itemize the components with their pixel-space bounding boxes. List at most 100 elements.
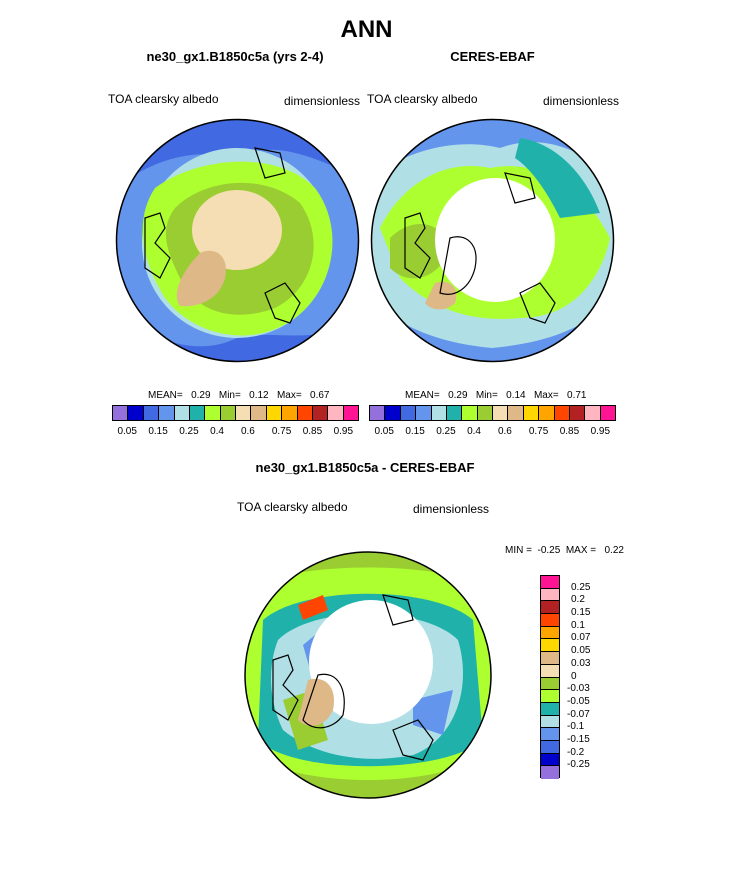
colorbar-swatch: [236, 406, 252, 420]
colorbar-swatch: [539, 406, 555, 420]
panel1-greenland: [176, 250, 226, 307]
colorbar-tick-label: 0: [571, 670, 577, 682]
colorbar-tick-label: 0.1: [571, 619, 585, 631]
colorbar-swatch: [493, 406, 509, 420]
panel3-title: ne30_gx1.B1850c5a - CERES-EBAF: [255, 460, 475, 475]
colorbar-swatch: [312, 406, 329, 420]
panel3-variable-label: TOA clearsky albedo: [237, 500, 348, 514]
colorbar-swatch: [541, 639, 559, 653]
colorbar-tick-label: 0.05: [571, 645, 591, 657]
panel1-colorbar-ticks: 0.05 0.15 0.25 0.4 0.6 0.75 0.85 0.95: [112, 426, 359, 440]
colorbar-swatch: [541, 652, 559, 665]
colorbar-tick-label: -0.15: [567, 733, 590, 745]
panel1-units-label: dimensionless: [284, 94, 361, 108]
colorbar-swatch: [541, 626, 559, 640]
panel1-coastlines: [144, 147, 301, 324]
colorbar-swatch: [297, 406, 313, 420]
colorbar-tick-label: 0.03: [571, 657, 591, 669]
colorbar-tick-label: 0.85: [302, 426, 323, 437]
panel3-colorbar-ticks: 0.25 0.2 0.15 0.1 0.07 0.05 0.03 0 -0.03 -0.05 -0.…: [567, 575, 627, 778]
colorbar-tick-label: 0.4: [467, 426, 481, 437]
colorbar-tick-label: 0.05: [374, 426, 394, 437]
panel1-stats: MEAN= 0.29 Min= 0.12 Max= 0.67: [148, 390, 330, 401]
colorbar-swatch: [541, 664, 559, 678]
colorbar-swatch: [462, 406, 478, 420]
panel3-units-label: dimensionless: [413, 502, 490, 516]
colorbar-swatch: [541, 766, 559, 779]
colorbar-swatch: [370, 406, 386, 420]
colorbar-swatch: [143, 406, 160, 420]
panel2-title: CERES-EBAF: [450, 49, 535, 64]
colorbar-tick-label: 0.15: [405, 426, 425, 437]
colorbar-tick-label: 0.15: [571, 607, 591, 619]
panel3-coastlines: [272, 594, 434, 761]
panel3-greenland: [298, 678, 334, 726]
colorbar-swatch: [282, 406, 298, 420]
panel1-colorbar: [112, 405, 359, 421]
colorbar-swatch: [159, 406, 175, 420]
panel1-polar-map: [115, 118, 360, 363]
colorbar-swatch: [585, 406, 601, 420]
panel3-missing-data: [309, 600, 433, 724]
colorbar-tick-label: 0.6: [240, 426, 255, 437]
colorbar-swatch: [569, 406, 586, 420]
colorbar-tick-label: 0.15: [148, 426, 168, 437]
panel3-polar-map: [244, 551, 492, 799]
colorbar-swatch: [477, 406, 493, 420]
colorbar-tick-label: 0.25: [179, 426, 199, 437]
colorbar-swatch: [416, 406, 432, 420]
panel2-units-label: dimensionless: [543, 94, 620, 108]
colorbar-swatch: [541, 715, 559, 729]
colorbar-tick-label: -0.05: [567, 695, 590, 707]
colorbar-swatch: [541, 601, 559, 615]
panel2-colorbar-ticks: 0.05 0.15 0.25 0.4 0.6 0.75 0.85 0.95: [369, 426, 616, 440]
colorbar-swatch: [400, 406, 417, 420]
colorbar-swatch: [541, 614, 559, 627]
panel3-stats: MIN = -0.25 MAX = 0.22: [505, 545, 624, 556]
panel3-positive-patch: [298, 595, 328, 620]
colorbar-swatch: [508, 406, 524, 420]
colorbar-tick-label: 0.25: [571, 581, 591, 593]
panel3-map-border: [244, 551, 492, 799]
colorbar-swatch: [174, 406, 190, 420]
colorbar-swatch: [541, 728, 559, 741]
colorbar-swatch: [205, 406, 221, 420]
colorbar-tick-label: 0.95: [333, 426, 354, 437]
panel3-band-m010: [303, 620, 453, 735]
panel3-colorbar: [540, 575, 560, 779]
colorbar-tick-label: -0.07: [567, 708, 590, 720]
colorbar-swatch: [541, 677, 559, 691]
colorbar-swatch: [189, 406, 206, 420]
panel2-colorbar: [369, 405, 616, 421]
colorbar-swatch: [541, 576, 559, 589]
colorbar-swatch: [266, 406, 283, 420]
colorbar-tick-label: -0.03: [567, 683, 590, 695]
colorbar-tick-label: 0.25: [436, 426, 456, 437]
colorbar-tick-label: 0.4: [210, 426, 224, 437]
colorbar-swatch: [343, 406, 358, 420]
colorbar-swatch: [600, 406, 615, 420]
colorbar-tick-label: 0.05: [117, 426, 137, 437]
colorbar-tick-label: 0.75: [528, 426, 549, 437]
colorbar-tick-label: 0.95: [590, 426, 611, 437]
panel2-map-border: [370, 118, 615, 363]
colorbar-swatch: [541, 588, 559, 602]
colorbar-swatch: [385, 406, 401, 420]
panel1-arctic-ice: [192, 190, 282, 270]
figure-title: ANN: [340, 16, 393, 43]
panel2-coastlines: [404, 172, 556, 324]
colorbar-tick-label: 0.2: [571, 594, 585, 606]
panel2-missing-data: [435, 178, 555, 302]
colorbar-swatch: [446, 406, 463, 420]
colorbar-swatch: [523, 406, 540, 420]
colorbar-swatch: [220, 406, 236, 420]
colorbar-tick-label: 0.6: [497, 426, 512, 437]
colorbar-swatch: [554, 406, 570, 420]
panel2-polar-map: [370, 118, 615, 363]
colorbar-swatch: [541, 690, 559, 703]
colorbar-tick-label: -0.1: [567, 721, 585, 733]
colorbar-swatch: [541, 740, 559, 754]
colorbar-tick-label: 0.85: [559, 426, 580, 437]
panel2-variable-label: TOA clearsky albedo: [367, 92, 478, 106]
colorbar-swatch: [541, 753, 559, 767]
